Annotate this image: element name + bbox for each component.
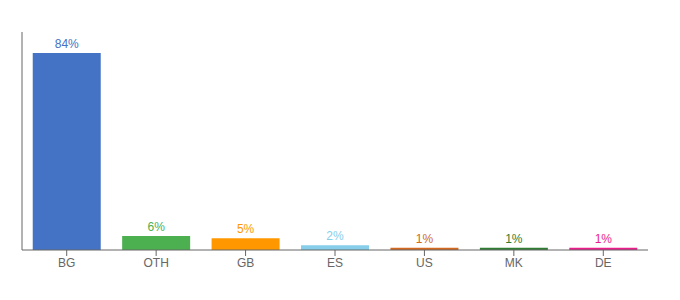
svg-text:GB: GB [237, 256, 254, 270]
svg-text:84%: 84% [55, 37, 79, 51]
svg-text:BG: BG [58, 256, 75, 270]
svg-text:OTH: OTH [143, 256, 168, 270]
svg-text:1%: 1% [505, 232, 523, 246]
svg-text:6%: 6% [147, 220, 165, 234]
svg-text:ES: ES [327, 256, 343, 270]
svg-text:US: US [416, 256, 433, 270]
svg-text:1%: 1% [595, 232, 613, 246]
svg-text:1%: 1% [416, 232, 434, 246]
svg-text:DE: DE [595, 256, 612, 270]
svg-text:5%: 5% [237, 222, 255, 236]
svg-text:2%: 2% [326, 229, 344, 243]
svg-text:MK: MK [505, 256, 523, 270]
